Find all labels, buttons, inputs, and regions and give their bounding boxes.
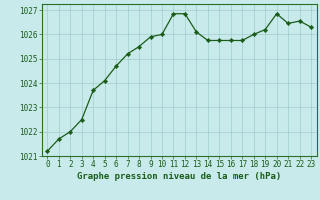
X-axis label: Graphe pression niveau de la mer (hPa): Graphe pression niveau de la mer (hPa) — [77, 172, 281, 181]
